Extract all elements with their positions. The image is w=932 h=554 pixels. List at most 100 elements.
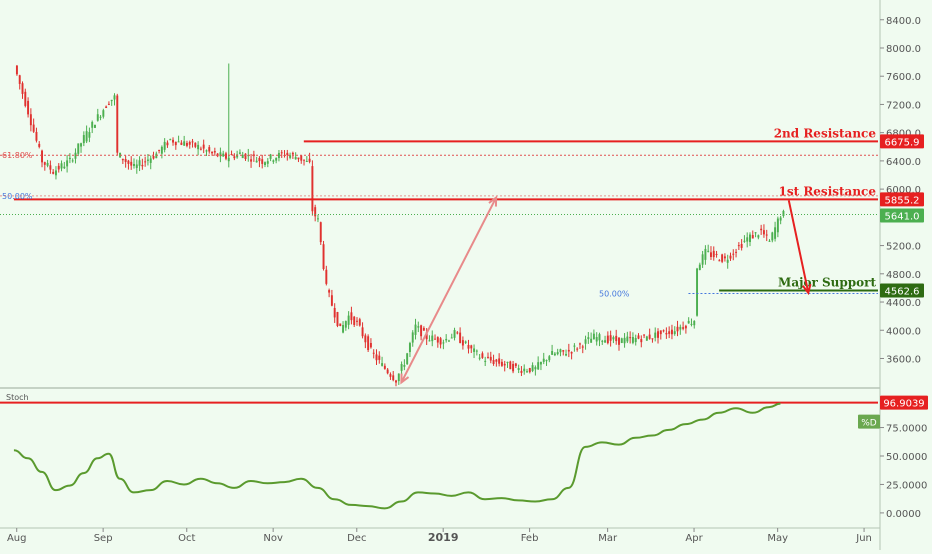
candle-body <box>311 166 314 212</box>
candle-body <box>160 146 163 154</box>
candle-body <box>389 374 392 377</box>
candle-body <box>291 152 294 155</box>
candle-body <box>475 350 478 352</box>
stoch-d-badge <box>858 414 880 429</box>
second-resistance-value: 6675.9 <box>885 137 920 148</box>
candle-body <box>113 95 116 100</box>
candle-body <box>539 361 542 365</box>
candle-body <box>565 353 568 356</box>
stoch-d-line <box>13 402 781 510</box>
candle-body <box>188 141 191 145</box>
candles <box>15 63 785 387</box>
arrow-line <box>400 197 498 383</box>
candle-body <box>668 331 671 334</box>
candle-body <box>294 157 297 160</box>
candle-body <box>15 65 18 75</box>
price-tick-label: 7200.0 <box>886 100 921 111</box>
candle-body <box>29 114 32 126</box>
time-tick-label: Sep <box>94 533 113 544</box>
time-tick-label: Feb <box>521 533 539 544</box>
candle-body <box>174 141 177 146</box>
candle-body <box>378 355 381 360</box>
candle-body <box>578 343 581 345</box>
candle-body <box>99 116 102 118</box>
stoch-tick-label: 75.0000 <box>886 424 927 435</box>
candle-body <box>657 331 659 338</box>
candle-body <box>723 256 726 259</box>
candle-body <box>383 365 386 369</box>
stoch-tick-label: 0.0000 <box>886 509 921 520</box>
candle-body <box>205 150 208 152</box>
candle-body <box>289 155 292 158</box>
candle-body <box>316 218 319 220</box>
candle-body <box>342 324 345 333</box>
candle-body <box>645 336 648 341</box>
candle-body <box>556 352 559 355</box>
candle-body <box>356 320 358 322</box>
candle-body <box>609 335 612 341</box>
price-badges: 6675.9 5855.2 5641.0 4562.6 96.9039 %D <box>858 134 928 429</box>
candle-body <box>397 373 400 382</box>
candle-body <box>172 139 175 143</box>
candle-body <box>322 244 325 270</box>
candle-body <box>679 326 682 330</box>
candle-body <box>328 290 331 293</box>
candle-body <box>757 235 760 238</box>
candle-body <box>319 222 322 243</box>
candle-body <box>604 340 607 343</box>
candle-body <box>620 338 623 343</box>
candle-body <box>91 121 94 128</box>
candle-body <box>244 153 247 159</box>
candle-body <box>358 319 361 326</box>
candle-body <box>531 365 534 371</box>
candle-body <box>408 343 411 353</box>
first-resistance-value: 5855.2 <box>885 195 920 206</box>
candle-body <box>567 349 570 352</box>
candle-body <box>665 332 668 335</box>
candle-body <box>158 149 161 151</box>
candle-body <box>779 217 782 221</box>
candle-body <box>623 337 626 344</box>
candle-body <box>219 152 222 157</box>
time-axis: Aug Sep Oct Nov Dec 2019 Feb Mar Apr May Jun <box>7 528 872 544</box>
candle-body <box>487 356 489 358</box>
candle-body <box>74 152 77 159</box>
candle-body <box>138 160 141 166</box>
candle-body <box>80 143 83 147</box>
candle-body <box>43 162 46 165</box>
last-price-badge <box>880 208 924 223</box>
candle-body <box>445 338 448 341</box>
time-tick-label: Dec <box>347 533 366 544</box>
candle-body <box>637 335 640 339</box>
candle-body <box>107 103 110 105</box>
candle-body <box>350 312 353 321</box>
candle-body <box>163 141 166 150</box>
candle-body <box>528 368 531 373</box>
candle-body <box>701 254 704 265</box>
price-tick-label: 4400.0 <box>886 298 921 309</box>
candle-body <box>534 367 537 370</box>
candle-body <box>506 361 509 363</box>
major-support-value: 4562.6 <box>885 287 920 298</box>
candle-body <box>746 237 749 242</box>
candle-body <box>512 363 515 372</box>
candle-body <box>375 354 378 361</box>
candle-body <box>66 160 69 167</box>
candle-body <box>102 110 105 117</box>
candle-body <box>537 362 540 370</box>
candle-body <box>241 154 244 159</box>
candle-body <box>361 327 364 337</box>
second-resistance-label: 2nd Resistance <box>774 126 877 140</box>
candle-body <box>18 75 21 84</box>
candle-body <box>353 316 356 325</box>
candle-body <box>269 154 272 159</box>
arrows <box>400 195 812 385</box>
candle-body <box>305 160 308 162</box>
candle-body <box>414 324 417 335</box>
candle-body <box>392 375 395 381</box>
price-tick-label: 8000.0 <box>886 44 921 55</box>
arrow-head <box>488 195 498 207</box>
candle-body <box>732 253 735 255</box>
